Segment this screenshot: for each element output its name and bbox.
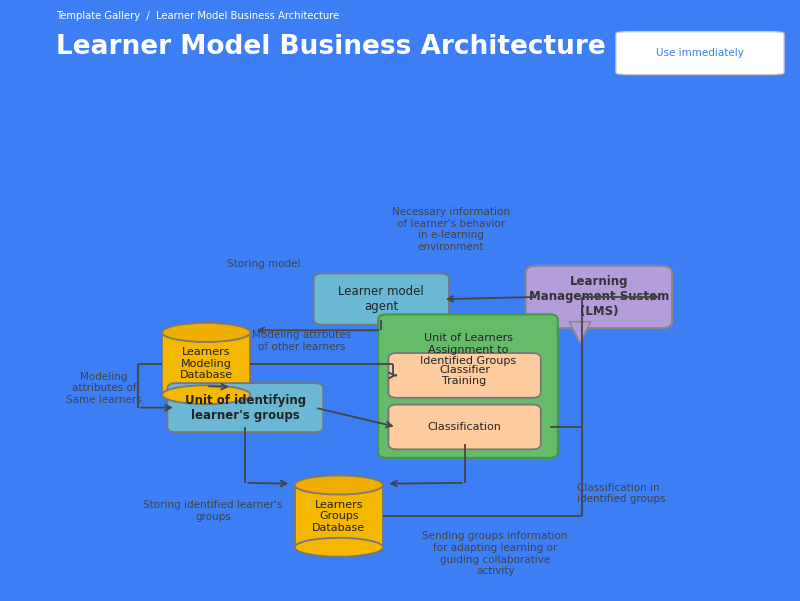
Text: Sending groups information
for adapting learning or
guiding collaborative
activi: Sending groups information for adapting … xyxy=(422,531,568,576)
Text: Learners
Modeling
Database: Learners Modeling Database xyxy=(180,347,233,380)
Polygon shape xyxy=(569,322,591,343)
Bar xyxy=(294,485,383,548)
Text: Use immediately: Use immediately xyxy=(656,48,744,58)
Text: Storing identified learner's
groups: Storing identified learner's groups xyxy=(143,500,282,522)
Text: Unit of identifying
learner's groups: Unit of identifying learner's groups xyxy=(185,394,306,422)
Ellipse shape xyxy=(294,538,383,557)
Text: Learner model
agent: Learner model agent xyxy=(338,285,424,313)
Text: Modeling
attributes of
Same learners: Modeling attributes of Same learners xyxy=(66,371,142,405)
Ellipse shape xyxy=(294,475,383,495)
Text: Learning
Management Sustem
(LMS): Learning Management Sustem (LMS) xyxy=(529,275,669,319)
Ellipse shape xyxy=(162,323,250,342)
Text: Classification: Classification xyxy=(428,422,502,432)
FancyBboxPatch shape xyxy=(314,273,449,325)
Text: Template Gallery  /  Learner Model Business Architecture: Template Gallery / Learner Model Busines… xyxy=(56,11,339,21)
FancyBboxPatch shape xyxy=(378,314,558,458)
FancyBboxPatch shape xyxy=(389,353,541,398)
Text: Classification in
identified groups: Classification in identified groups xyxy=(577,483,666,504)
Text: Unit of Learners
Assignment to
Identified Groups: Unit of Learners Assignment to Identifie… xyxy=(420,333,516,366)
Ellipse shape xyxy=(162,385,250,404)
Bar xyxy=(162,332,250,395)
Ellipse shape xyxy=(162,323,250,342)
Ellipse shape xyxy=(294,475,383,495)
Text: Learners
Groups
Database: Learners Groups Database xyxy=(312,499,366,532)
Text: Classifier
Training: Classifier Training xyxy=(439,365,490,386)
FancyBboxPatch shape xyxy=(526,266,672,328)
Text: Necessary information
of learner's behavior
in e-learning
environment: Necessary information of learner's behav… xyxy=(392,207,510,252)
FancyBboxPatch shape xyxy=(389,404,541,450)
FancyBboxPatch shape xyxy=(616,32,784,75)
Text: Modeling attrbutes
of other learners: Modeling attrbutes of other learners xyxy=(252,330,351,352)
FancyBboxPatch shape xyxy=(167,383,323,432)
Text: Learner Model Business Architecture: Learner Model Business Architecture xyxy=(56,34,606,59)
Text: Storing model: Storing model xyxy=(227,258,301,269)
